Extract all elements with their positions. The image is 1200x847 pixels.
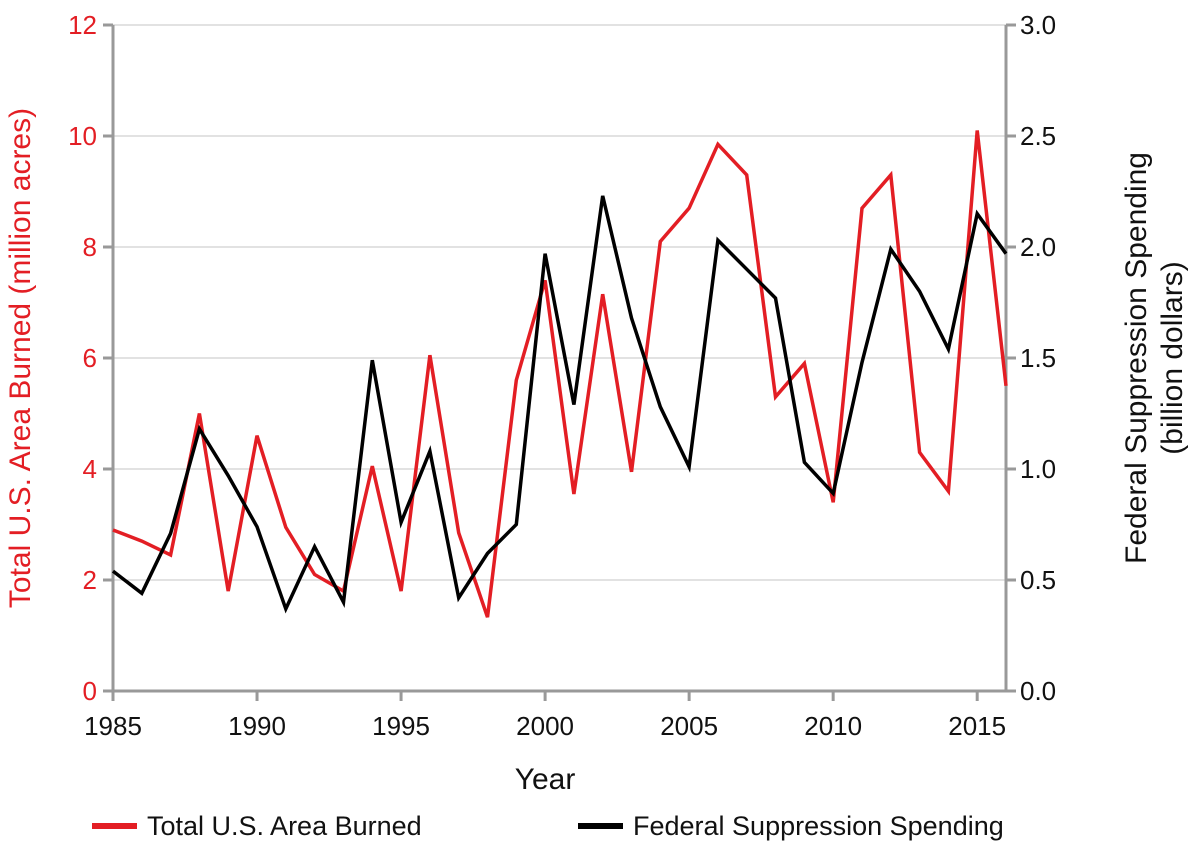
- right-tick-label: 1.5: [1020, 343, 1056, 373]
- x-tick-label: 2010: [804, 711, 862, 741]
- gridlines: [113, 24, 1006, 581]
- left-axis-label: Total U.S. Area Burned (million acres): [4, 108, 37, 608]
- left-tick-label: 12: [68, 10, 97, 40]
- x-tick-label: 1990: [228, 711, 286, 741]
- right-tick-label: 3.0: [1020, 10, 1056, 40]
- legend-item-area: Total U.S. Area Burned: [92, 811, 422, 841]
- left-tick-label: 8: [83, 232, 97, 262]
- x-tick-label: 1995: [372, 711, 430, 741]
- left-tick-label: 2: [83, 565, 97, 595]
- left-tick-label: 6: [83, 343, 97, 373]
- series-line-area-burned: [112, 130, 1008, 618]
- series-lines: [111, 130, 1008, 618]
- legend-label-spending: Federal Suppression Spending: [633, 811, 1004, 841]
- x-tick-label: 2000: [516, 711, 574, 741]
- right-axis-label-line1: Federal Suppression Spending: [1120, 152, 1153, 564]
- left-tick-label: 4: [83, 454, 97, 484]
- right-tick-label: 2.5: [1020, 121, 1056, 151]
- x-tick-label: 2015: [948, 711, 1006, 741]
- x-axis-label: Year: [515, 763, 576, 796]
- right-axis-label-line2: (billion dollars): [1156, 261, 1189, 454]
- legend-label-area: Total U.S. Area Burned: [147, 811, 422, 841]
- legend-item-spending: Federal Suppression Spending: [578, 811, 1004, 841]
- left-tick-label: 0: [83, 676, 97, 706]
- legend: Total U.S. Area Burned Federal Suppressi…: [92, 811, 1004, 841]
- x-tick-label: 1985: [84, 711, 142, 741]
- right-tick-label: 1.0: [1020, 454, 1056, 484]
- left-tick-label: 10: [68, 121, 97, 151]
- right-tick-label: 0.0: [1020, 676, 1056, 706]
- axis-ticks: 0 2 4 6 8 10 12 0.0 0.5 1.0 1.5 2.0 2.5 3.0 1985 1990 19…: [68, 10, 1056, 741]
- right-tick-label: 2.0: [1020, 232, 1056, 262]
- series-line-suppression-spending: [111, 195, 1008, 614]
- x-tick-label: 2005: [660, 711, 718, 741]
- right-tick-label: 0.5: [1020, 565, 1056, 595]
